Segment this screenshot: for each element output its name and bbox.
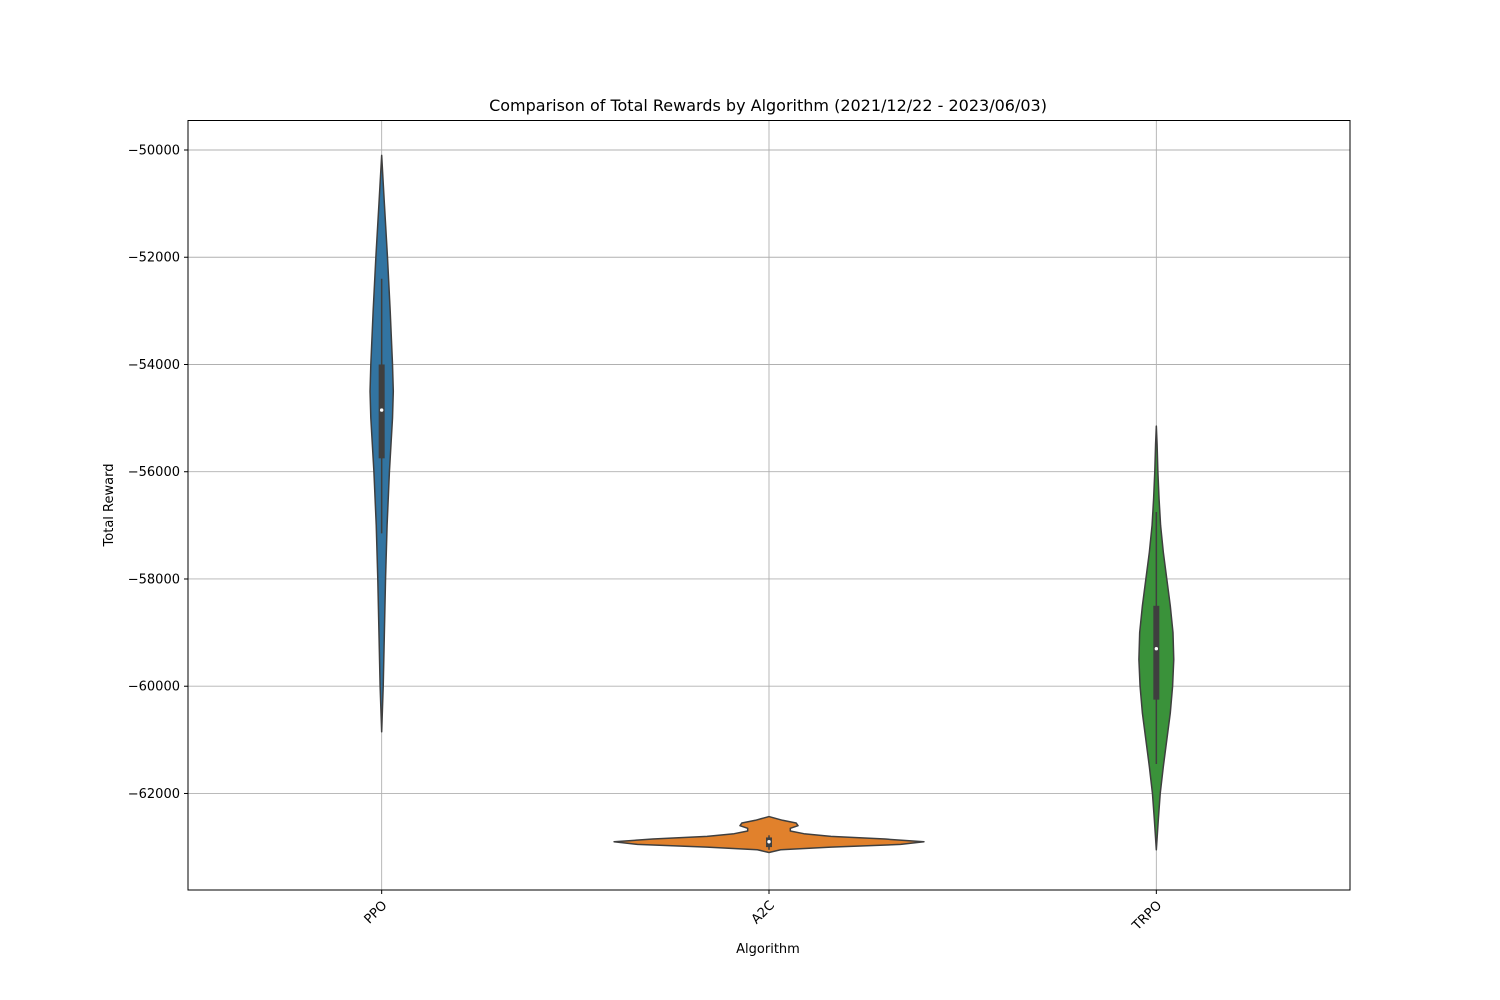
x-tick-label: TRPO <box>1129 898 1165 934</box>
violin-layer <box>369 154 1175 854</box>
y-axis: −50000 −52000 −54000 −56000 −58000 −60000 −620… <box>128 143 188 802</box>
y-axis-label: Total Reward <box>102 464 117 548</box>
violin-iqr-box <box>1153 605 1160 700</box>
x-axis-label: Algorithm <box>736 942 800 957</box>
violin-median-point <box>379 408 384 412</box>
y-tick-label: −60000 <box>128 680 180 695</box>
violin-a2c <box>613 815 925 854</box>
violin-body <box>613 815 925 854</box>
x-tick-label: A2C <box>749 898 778 927</box>
chart-title: Comparison of Total Rewards by Algorithm… <box>489 96 1047 115</box>
y-tick-label: −52000 <box>128 251 180 266</box>
y-tick-label: −58000 <box>128 572 180 587</box>
violin-ppo <box>369 154 395 733</box>
x-tick-label: PPO <box>362 898 391 927</box>
y-tick-label: −62000 <box>128 787 180 802</box>
y-tick-label: −50000 <box>128 143 180 158</box>
y-tick-label: −56000 <box>128 465 180 480</box>
grid-layer <box>188 120 1350 890</box>
y-tick-label: −54000 <box>128 358 180 373</box>
x-axis: PPO A2C TRPO <box>362 890 1165 934</box>
violin-median-point <box>1154 646 1159 651</box>
violin-trpo <box>1138 425 1175 851</box>
violin-median-point <box>767 840 771 844</box>
